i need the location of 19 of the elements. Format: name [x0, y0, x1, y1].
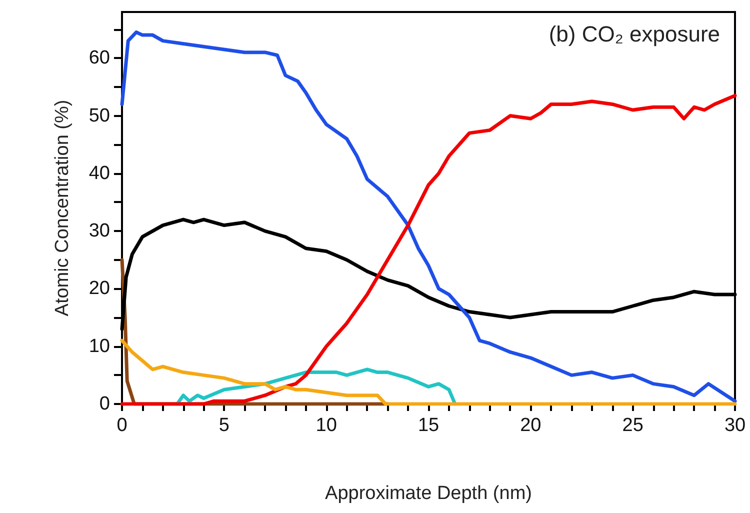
line-series: [120, 338, 737, 406]
y-tick-label: 40: [88, 162, 110, 184]
x-tick-label: 30: [724, 415, 746, 436]
chart-title: (b) CO₂ exposure: [548, 22, 720, 46]
x-tick-label: 0: [116, 415, 128, 436]
y-axis-title: Atomic Concentration (%): [52, 100, 73, 316]
y-tick-label: 30: [88, 220, 110, 242]
line-series: [120, 94, 737, 406]
y-tick-label: 20: [88, 278, 110, 300]
y-tick-label: 0: [99, 394, 110, 414]
x-axis-title: Approximate Depth (nm): [325, 483, 532, 504]
x-tick-label: 20: [520, 415, 542, 436]
x-tick-label: 25: [622, 415, 644, 436]
y-tick-label: 50: [88, 105, 110, 126]
y-tick-label: 10: [88, 336, 110, 357]
x-tick-label: 10: [316, 415, 337, 436]
x-tick-label: 15: [418, 415, 440, 436]
x-tick-label: 5: [218, 415, 230, 436]
y-tick-label: 60: [88, 48, 110, 69]
